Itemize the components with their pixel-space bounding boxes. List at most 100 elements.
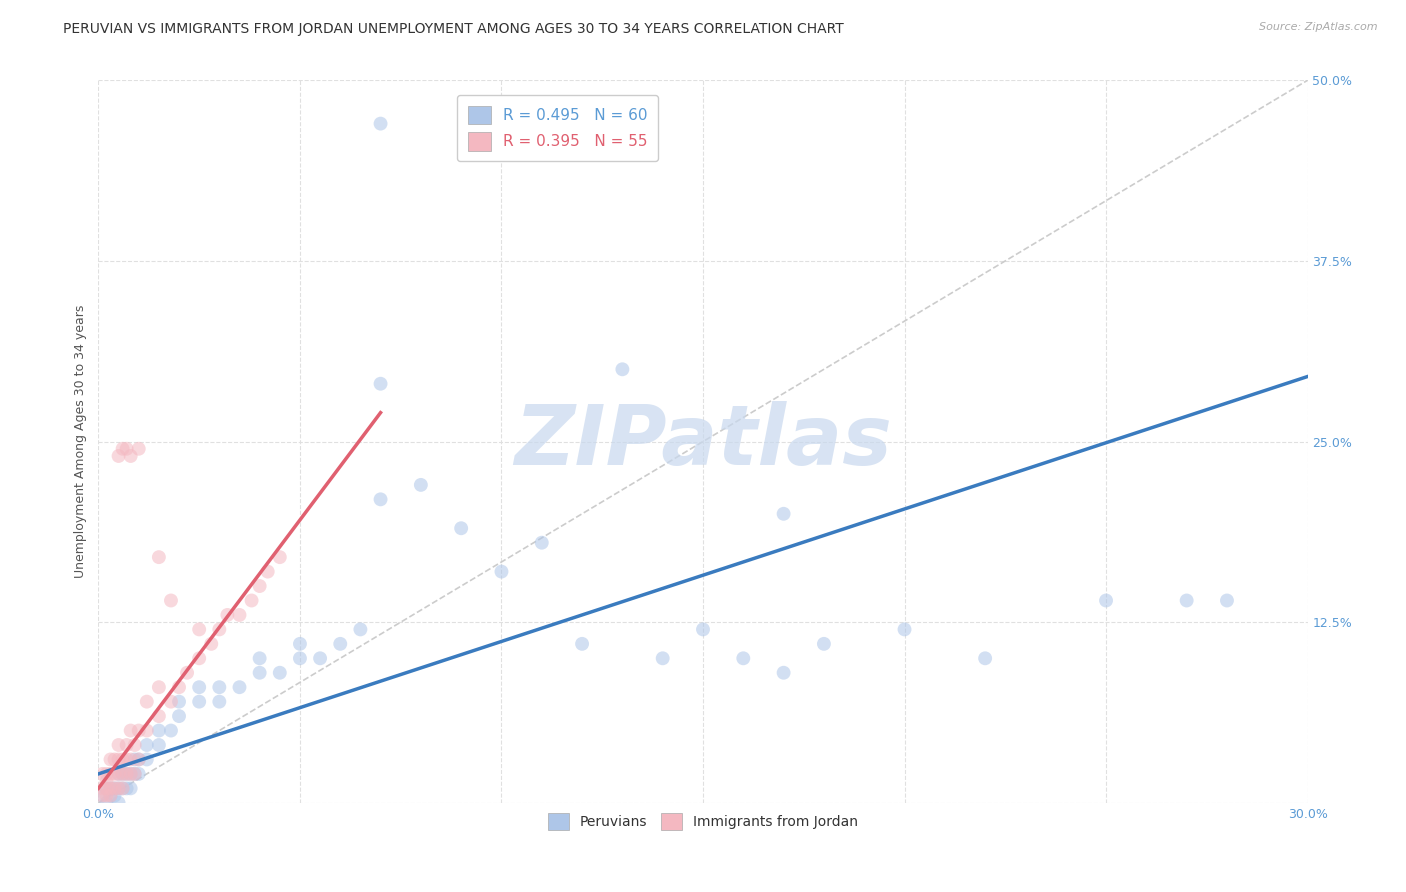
- Point: [188, 680, 211, 694]
- Point: [120, 767, 142, 781]
- Point: [370, 117, 392, 131]
- Y-axis label: Unemployment Among Ages 30 to 34 years: Unemployment Among Ages 30 to 34 years: [75, 305, 87, 578]
- Point: [91, 781, 114, 796]
- Point: [176, 665, 198, 680]
- Point: [120, 449, 142, 463]
- Point: [100, 781, 122, 796]
- Point: [249, 665, 271, 680]
- Text: ZIPatlas: ZIPatlas: [515, 401, 891, 482]
- Point: [115, 752, 138, 766]
- Point: [135, 752, 157, 766]
- Point: [188, 651, 211, 665]
- Point: [309, 651, 332, 665]
- Point: [100, 781, 122, 796]
- Point: [96, 781, 118, 796]
- Point: [124, 752, 146, 766]
- Point: [692, 623, 714, 637]
- Point: [349, 623, 371, 637]
- Point: [974, 651, 997, 665]
- Point: [160, 695, 183, 709]
- Point: [115, 738, 138, 752]
- Point: [111, 781, 134, 796]
- Point: [772, 507, 794, 521]
- Point: [288, 651, 311, 665]
- Point: [188, 695, 211, 709]
- Point: [228, 607, 250, 622]
- Point: [148, 550, 170, 565]
- Point: [1216, 593, 1239, 607]
- Point: [115, 442, 138, 456]
- Point: [167, 695, 190, 709]
- Point: [269, 665, 291, 680]
- Point: [107, 781, 129, 796]
- Point: [208, 680, 231, 694]
- Point: [148, 738, 170, 752]
- Point: [128, 723, 150, 738]
- Point: [135, 738, 157, 752]
- Point: [772, 665, 794, 680]
- Point: [217, 607, 239, 622]
- Point: [288, 637, 311, 651]
- Point: [370, 492, 392, 507]
- Point: [107, 781, 129, 796]
- Point: [96, 767, 118, 781]
- Point: [111, 781, 134, 796]
- Point: [160, 593, 183, 607]
- Point: [111, 767, 134, 781]
- Point: [135, 695, 157, 709]
- Point: [249, 579, 271, 593]
- Point: [100, 789, 122, 803]
- Point: [228, 680, 250, 694]
- Point: [651, 651, 673, 665]
- Point: [167, 709, 190, 723]
- Point: [370, 376, 392, 391]
- Text: Source: ZipAtlas.com: Source: ZipAtlas.com: [1260, 22, 1378, 32]
- Point: [120, 723, 142, 738]
- Point: [148, 723, 170, 738]
- Point: [100, 752, 122, 766]
- Point: [208, 695, 231, 709]
- Point: [107, 738, 129, 752]
- Point: [111, 767, 134, 781]
- Point: [103, 752, 125, 766]
- Point: [1175, 593, 1198, 607]
- Point: [1095, 593, 1118, 607]
- Point: [240, 593, 263, 607]
- Point: [115, 781, 138, 796]
- Point: [813, 637, 835, 651]
- Point: [124, 767, 146, 781]
- Point: [893, 623, 915, 637]
- Point: [571, 637, 593, 651]
- Point: [200, 637, 222, 651]
- Point: [249, 651, 271, 665]
- Point: [128, 752, 150, 766]
- Point: [491, 565, 513, 579]
- Legend: Peruvians, Immigrants from Jordan: Peruvians, Immigrants from Jordan: [543, 807, 863, 836]
- Point: [100, 789, 122, 803]
- Point: [135, 723, 157, 738]
- Point: [128, 752, 150, 766]
- Point: [91, 789, 114, 803]
- Text: PERUVIAN VS IMMIGRANTS FROM JORDAN UNEMPLOYMENT AMONG AGES 30 TO 34 YEARS CORREL: PERUVIAN VS IMMIGRANTS FROM JORDAN UNEMP…: [63, 22, 844, 37]
- Point: [128, 442, 150, 456]
- Point: [103, 781, 125, 796]
- Point: [208, 623, 231, 637]
- Point: [91, 789, 114, 803]
- Point: [409, 478, 432, 492]
- Point: [120, 752, 142, 766]
- Point: [128, 767, 150, 781]
- Point: [450, 521, 472, 535]
- Point: [107, 449, 129, 463]
- Point: [96, 781, 118, 796]
- Point: [96, 796, 118, 810]
- Point: [160, 723, 183, 738]
- Point: [120, 781, 142, 796]
- Point: [96, 789, 118, 803]
- Point: [91, 767, 114, 781]
- Point: [103, 767, 125, 781]
- Point: [612, 362, 634, 376]
- Point: [124, 767, 146, 781]
- Point: [103, 781, 125, 796]
- Point: [96, 774, 118, 789]
- Point: [103, 789, 125, 803]
